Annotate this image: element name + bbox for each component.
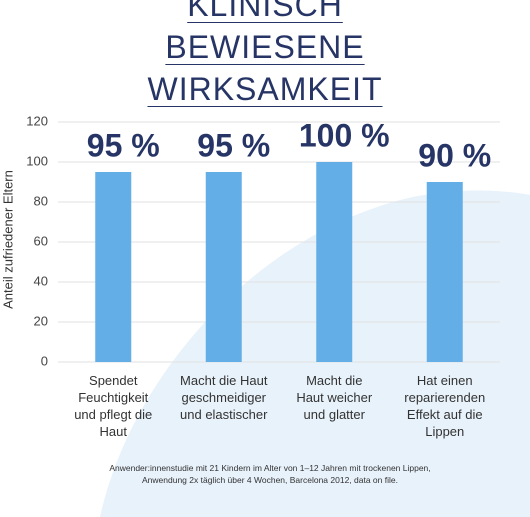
y-axis-label: Anteil zufriedener Eltern xyxy=(0,170,16,309)
value-label: 95 % xyxy=(197,127,270,163)
value-label: 100 % xyxy=(299,117,390,153)
value-label: 95 % xyxy=(87,127,160,163)
y-tick-label: 60 xyxy=(34,233,48,248)
bar xyxy=(316,162,353,362)
footnote: Anwender:innenstudie mit 21 Kindern im A… xyxy=(109,463,431,485)
x-tick-label: Hat einen reparierenden Effekt auf die L… xyxy=(404,373,486,439)
y-tick-label: 120 xyxy=(26,113,48,128)
bar xyxy=(205,172,242,362)
bar xyxy=(95,172,132,362)
y-tick-label: 100 xyxy=(26,153,48,168)
y-tick-label: 0 xyxy=(41,353,48,368)
chart-title: KLINISCH BEWIESENE WIRKSAMKEIT xyxy=(147,0,383,107)
y-tick-label: 20 xyxy=(34,313,48,328)
bar xyxy=(426,182,463,362)
background-shape xyxy=(100,190,530,517)
x-tick-label: Macht die Haut geschmeidiger und elastis… xyxy=(180,373,268,422)
y-tick-label: 40 xyxy=(34,273,48,288)
x-tick-label: Spendet Feuchtigkeit und pflegt die Haut xyxy=(74,373,153,439)
x-tick-label: Macht die Haut weicher und glatter xyxy=(296,373,373,422)
value-label: 90 % xyxy=(418,137,491,173)
y-tick-label: 80 xyxy=(34,193,48,208)
